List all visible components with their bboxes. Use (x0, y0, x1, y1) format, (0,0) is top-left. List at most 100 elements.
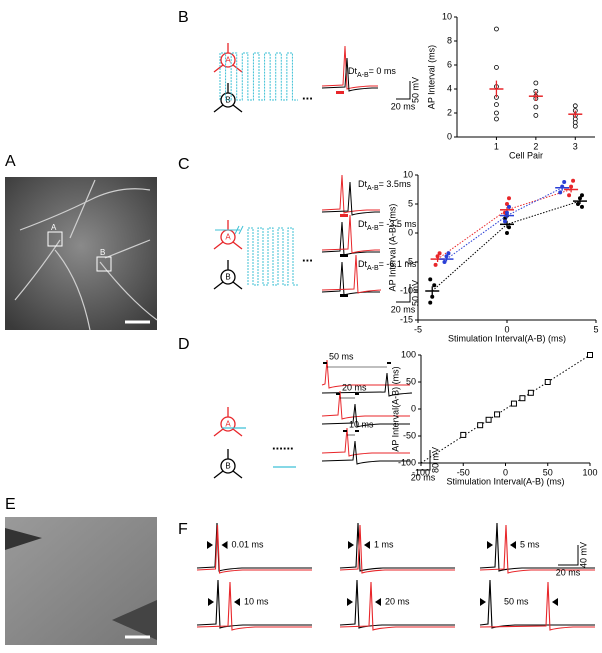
data-point (502, 219, 507, 224)
data-point (432, 283, 437, 288)
x-tick-label: 2 (533, 141, 538, 151)
y-tick-label: -15 (400, 314, 413, 324)
dt-symbol: Dt (358, 179, 367, 189)
dt-subscript: A-B (367, 265, 379, 272)
neuron-processes (213, 449, 243, 479)
voltage-trace (479, 524, 595, 574)
neuron-soma (220, 269, 236, 285)
data-point (519, 395, 526, 402)
data-point (506, 196, 511, 201)
neuron-processes (213, 83, 243, 113)
scale-label-t: 20 ms (391, 304, 416, 314)
scale-label-t: 20 ms (391, 101, 416, 111)
stimulus-train (247, 227, 298, 286)
reference-line (420, 354, 591, 464)
dt-subscript: A-B (367, 185, 379, 192)
stim-mark (340, 214, 348, 217)
dt-label: DtA-B= -6.1 ms (358, 259, 417, 271)
voltage-trace (339, 581, 455, 631)
voltage-trace (321, 440, 410, 465)
panel-label: E (5, 496, 16, 513)
interval-label: 10 ms (349, 419, 374, 429)
data-point (494, 65, 499, 70)
neuron-processes (213, 220, 243, 250)
data-point (504, 230, 509, 235)
x-axis-label: Stimulation Interval(A-B) (ms) (448, 333, 566, 343)
data-point (544, 379, 551, 385)
data-point (579, 193, 584, 198)
stimulus-lead (215, 225, 244, 235)
dt-symbol: Dt (358, 259, 367, 269)
dt-subscript: A-B (367, 225, 379, 232)
data-point (575, 201, 580, 206)
dt-subscript: A-B (357, 72, 369, 79)
panel-label: C (178, 156, 190, 173)
voltage-trace (321, 254, 382, 294)
data-point (533, 80, 539, 86)
neuron-label: B (225, 462, 230, 471)
scale-label-t: 20 ms (556, 567, 581, 577)
y-tick-label: 6 (447, 59, 452, 69)
arrowhead (487, 541, 493, 549)
y-tick-label: -5 (405, 256, 413, 266)
neuron-label: A (225, 420, 231, 429)
dt-label: DtA-B= 3.5ms (358, 179, 411, 191)
data-point (437, 251, 442, 256)
dt-value: = 3.5ms (379, 179, 412, 189)
data-point (587, 352, 593, 358)
data-point (558, 190, 563, 195)
neuron-processes (213, 260, 243, 290)
panel-label: A (5, 153, 16, 170)
voltage-trace (321, 45, 378, 90)
arrowhead (364, 541, 370, 549)
x-tick-label: 0 (503, 467, 508, 477)
y-tick-label: 2 (447, 107, 452, 117)
voltage-trace (321, 261, 380, 296)
dt-value: = -6.1 ms (379, 259, 417, 269)
neuron-label: A (225, 56, 231, 65)
x-tick-label: -5 (414, 324, 422, 334)
x-axis-label: Cell Pair (509, 150, 543, 160)
voltage-trace (321, 372, 413, 397)
roi-label: B (100, 248, 105, 257)
roi-box (47, 231, 63, 247)
dt-label: DtA-B= -3.5 ms (358, 219, 417, 231)
x-tick-label: 3 (573, 141, 578, 151)
dt-label: DtA-B= 0 ms (348, 66, 396, 78)
data-point (572, 123, 578, 129)
data-point (494, 110, 499, 116)
electrode (112, 600, 157, 640)
y-tick-label: -10 (400, 285, 413, 295)
scale-label-v: 40 mV (578, 542, 588, 568)
y-tick-label: 0 (408, 227, 413, 237)
y-tick-label: 8 (447, 35, 452, 45)
voltage-trace (321, 181, 380, 216)
data-point (567, 193, 572, 198)
dt-value: = -3.5 ms (379, 219, 417, 229)
voltage-trace (479, 579, 595, 629)
data-point (494, 26, 499, 32)
data-point (494, 102, 499, 107)
stimulus-train (219, 52, 298, 101)
voltage-trace (339, 524, 455, 574)
x-tick-label: 1 (494, 141, 499, 151)
arrowhead (207, 541, 213, 549)
data-point (428, 300, 433, 305)
data-point (510, 400, 517, 407)
panel-label: D (178, 336, 190, 353)
arrowhead (221, 541, 228, 549)
interval-label: 0.01 ms (232, 539, 265, 549)
scale-label-v: 50 mV (410, 280, 420, 306)
y-tick-label: 4 (447, 83, 452, 93)
neuron-label: B (225, 273, 230, 282)
x-tick-label: 50 (543, 467, 553, 477)
dt-symbol: Dt (348, 66, 357, 76)
ellipsis: ...... (272, 437, 294, 452)
y-tick-label: 0 (447, 131, 452, 141)
arrowhead (234, 598, 240, 606)
x-tick-label: 0 (504, 324, 509, 334)
voltage-trace (321, 221, 380, 256)
data-point (494, 116, 499, 122)
x-axis-label: Stimulation Interval(A-B) (ms) (446, 476, 564, 486)
